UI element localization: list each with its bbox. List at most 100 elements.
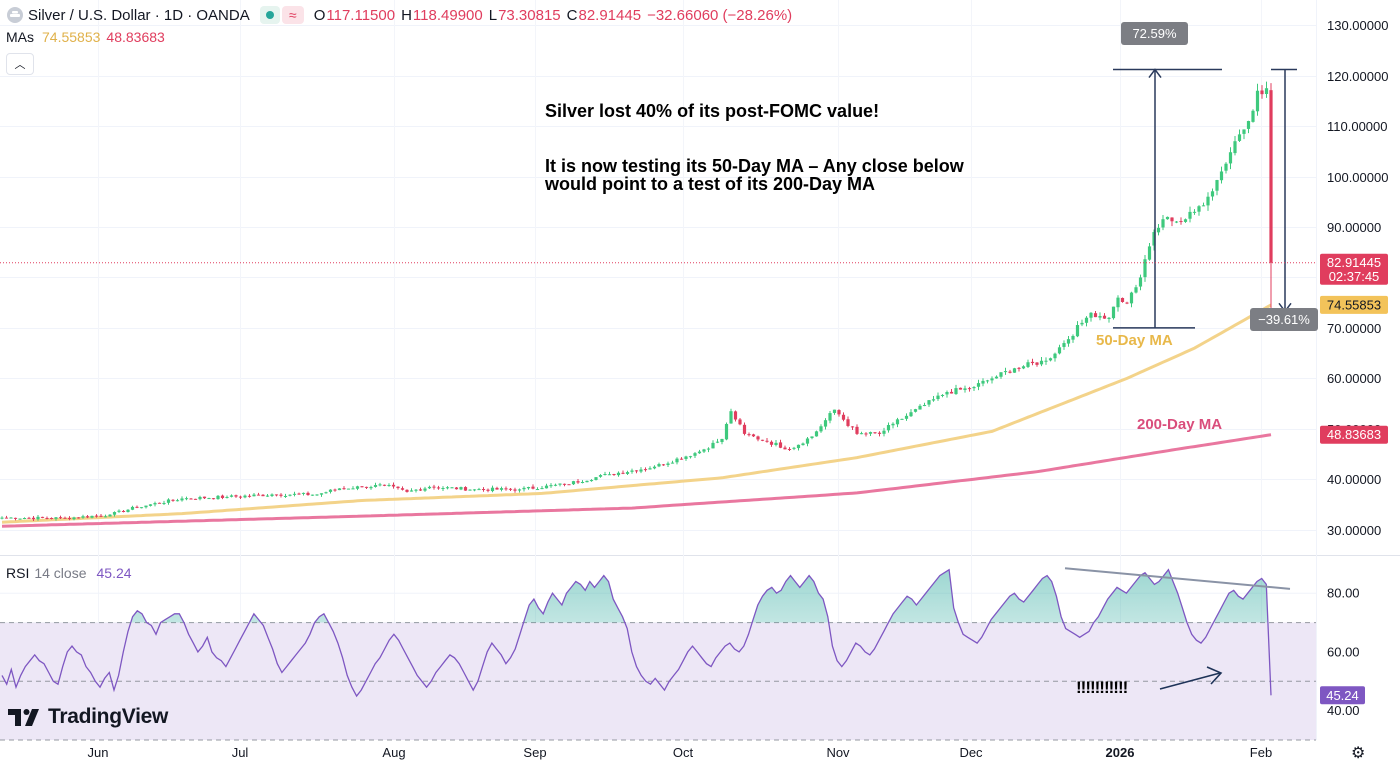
candle-body — [1116, 297, 1120, 308]
candle-body — [841, 414, 846, 420]
candle-body — [850, 426, 855, 428]
candle-body — [198, 496, 202, 500]
candle-body — [589, 480, 594, 482]
annotation-line-1: Silver lost 40% of its post-FOMC value! — [545, 101, 880, 121]
candle-body — [1111, 306, 1116, 319]
candle-body — [72, 517, 76, 520]
collapse-legend-button[interactable]: ︿ — [6, 53, 34, 75]
candle-body — [769, 441, 774, 445]
candle-body — [1206, 196, 1210, 206]
candle-body — [765, 440, 769, 442]
ma200-label: 200-Day MA — [1137, 416, 1223, 433]
candle-body — [679, 458, 684, 460]
candle-body — [810, 436, 814, 439]
ma50-price-tag — [1320, 295, 1388, 314]
candle-body — [1215, 180, 1219, 191]
wave-icon[interactable]: ≈ — [281, 6, 304, 24]
candle-body — [346, 488, 351, 490]
market-status-icon[interactable] — [259, 6, 280, 24]
candle-body — [508, 488, 513, 490]
candle-body — [1179, 221, 1183, 223]
candle-body — [900, 418, 904, 420]
candle-body — [738, 419, 742, 425]
rsi-overbought-fill — [130, 569, 1268, 623]
rsi-legend-value: 45.24 — [96, 565, 132, 581]
rsi-divergence-line — [1064, 567, 1291, 590]
candle-body — [1134, 287, 1138, 293]
candle-body — [796, 444, 801, 449]
candle-body — [459, 487, 463, 490]
gear-icon[interactable]: ⚙ — [1351, 745, 1366, 762]
candle-body — [1156, 227, 1161, 233]
candle-body — [67, 518, 72, 520]
candle-body — [265, 495, 270, 497]
candle-body — [598, 475, 603, 477]
rsi-note-arrow-shaft — [1159, 672, 1221, 690]
tradingview-logo[interactable]: TradingView — [8, 705, 168, 729]
candle-body — [1246, 121, 1251, 129]
candle-body — [369, 487, 373, 489]
rsi-line — [1, 568, 1272, 698]
time-axis[interactable]: Jun Jul Aug Sep Oct Nov Dec 2026 Feb — [88, 745, 1273, 760]
candle-body — [504, 488, 508, 490]
candle-body — [1242, 129, 1246, 134]
candle-body — [1237, 134, 1242, 141]
candle-body — [1138, 277, 1143, 287]
candle-body — [855, 426, 859, 434]
time-tick-label: Oct — [673, 745, 694, 760]
candle-body — [625, 472, 630, 474]
candle-body — [400, 488, 405, 490]
price-axis[interactable]: 30.0000040.0000050.0000060.0000070.00000… — [1327, 18, 1388, 718]
candle-body — [1044, 360, 1048, 362]
change-value: −32.66060 (−28.26%) — [647, 6, 793, 24]
candle-body — [81, 516, 85, 518]
candle-body — [1174, 221, 1179, 223]
candle-body — [1066, 339, 1071, 344]
candle-body — [706, 448, 711, 450]
rsi-tick-label: 40.00 — [1327, 703, 1360, 718]
drawings-layer: 72.59% −39.61% — [1064, 22, 1318, 690]
rsi-legend[interactable]: RSI 14 close 45.24 — [6, 565, 132, 581]
candle-body — [949, 391, 954, 394]
time-tick-label: Jun — [88, 745, 109, 760]
candle-body — [967, 388, 972, 390]
candle-body — [364, 486, 369, 488]
candle-body — [328, 489, 333, 492]
ma50-series — [1, 303, 1272, 524]
candle-body — [1012, 368, 1017, 373]
candle-body — [567, 484, 571, 486]
mas-name: MAs — [6, 29, 34, 45]
candle-body — [441, 488, 445, 490]
silver-icon — [7, 7, 23, 23]
candle-body — [787, 448, 792, 450]
candle-body — [418, 489, 423, 491]
candle-body — [49, 517, 54, 519]
candle-body — [310, 494, 315, 496]
candle-body — [778, 442, 783, 448]
candle-body — [58, 517, 63, 519]
candle-body — [823, 420, 828, 427]
candle-body — [130, 506, 135, 510]
candle-body — [396, 486, 400, 489]
candle-body — [531, 486, 535, 489]
candle-body — [657, 464, 661, 467]
candle-body — [360, 486, 364, 488]
price-tick-label: 70.00000 — [1327, 321, 1381, 336]
candle-body — [630, 470, 634, 472]
mas-legend[interactable]: MAs 74.55853 48.83683 — [6, 29, 165, 45]
candle-body — [31, 517, 36, 520]
drop-percent-text: −39.61% — [1258, 312, 1310, 327]
candle-body — [895, 419, 900, 425]
candle-body — [1152, 232, 1156, 246]
symbol-title[interactable]: Silver / U.S. Dollar · 1D · OANDA — [28, 6, 250, 24]
candle-body — [972, 387, 976, 389]
rise-percent-text: 72.59% — [1132, 26, 1177, 41]
candle-body — [729, 411, 733, 424]
ma200-legend-value: 48.83683 — [106, 29, 165, 45]
ma200-price-tag — [1320, 425, 1388, 444]
candle-body — [747, 434, 751, 436]
last-price-text: 82.91445 — [1327, 255, 1381, 270]
candle-body — [94, 515, 99, 517]
